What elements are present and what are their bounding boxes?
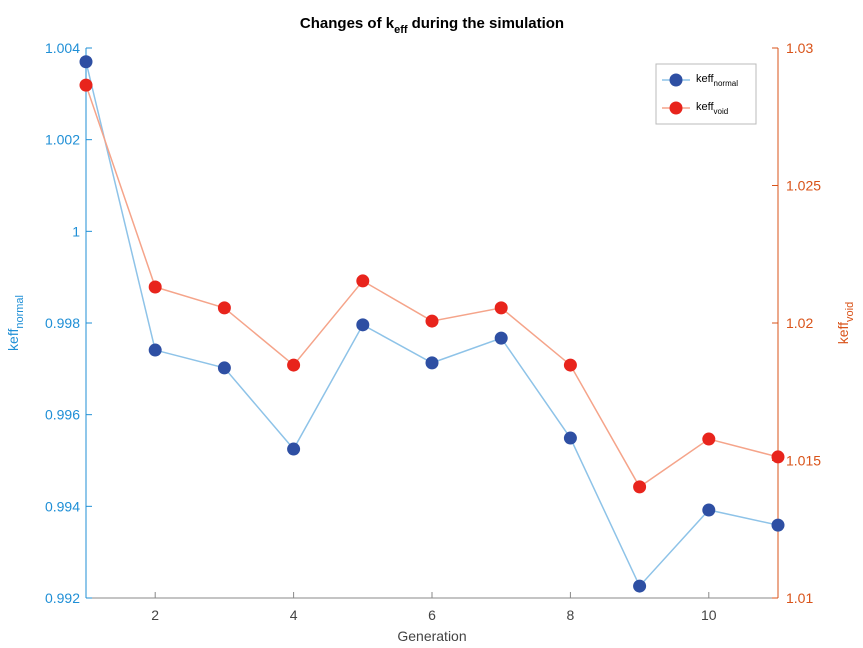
y-tick-label: 0.992 bbox=[45, 590, 80, 606]
data-point bbox=[356, 318, 370, 332]
legend-entry: keffnormal bbox=[696, 73, 738, 88]
x-tick-label: 4 bbox=[290, 607, 298, 623]
data-point bbox=[771, 450, 785, 464]
x-axis-label: Generation bbox=[397, 628, 466, 644]
title-subscript: eff bbox=[394, 24, 408, 36]
data-point bbox=[702, 503, 716, 517]
x-tick-label: 6 bbox=[428, 607, 436, 623]
y2-tick-label: 1.015 bbox=[786, 453, 821, 469]
legend-marker bbox=[669, 73, 683, 87]
y2-label-text: keff bbox=[835, 322, 851, 344]
title-text: Changes of k bbox=[300, 15, 395, 32]
data-point bbox=[494, 331, 508, 345]
y-tick-label: 0.996 bbox=[45, 407, 80, 423]
y2-tick-label: 1.02 bbox=[786, 315, 813, 331]
data-point bbox=[356, 274, 370, 288]
data-point bbox=[217, 301, 231, 315]
legend-name: keff bbox=[696, 101, 714, 113]
y2-tick-label: 1.03 bbox=[786, 40, 813, 56]
y-tick-label: 1.004 bbox=[45, 40, 80, 56]
y-label-text: keff bbox=[5, 329, 21, 351]
legend-subscript: normal bbox=[714, 79, 739, 88]
data-point bbox=[771, 518, 785, 532]
data-point bbox=[425, 314, 439, 328]
data-point bbox=[79, 55, 93, 69]
data-point bbox=[148, 280, 162, 294]
y2-tick-label: 1.01 bbox=[786, 590, 813, 606]
y-tick-label: 1 bbox=[72, 223, 80, 239]
y-tick-label: 0.998 bbox=[45, 315, 80, 331]
data-point bbox=[494, 301, 508, 315]
data-point bbox=[563, 358, 577, 372]
x-tick-label: 10 bbox=[701, 607, 717, 623]
data-point bbox=[287, 442, 301, 456]
y-label-subscript: normal bbox=[14, 295, 26, 329]
legend-subscript: void bbox=[714, 107, 729, 116]
series-line bbox=[85, 84, 779, 488]
title-text: during the simulation bbox=[412, 15, 565, 32]
data-point bbox=[563, 431, 577, 445]
y2-label-subscript: void bbox=[844, 302, 856, 322]
data-point bbox=[633, 579, 647, 593]
data-point bbox=[79, 78, 93, 92]
y2-axis-label: keffvoid bbox=[835, 302, 856, 345]
x-tick-label: 2 bbox=[151, 607, 159, 623]
data-point bbox=[425, 356, 439, 370]
y-tick-label: 0.994 bbox=[45, 498, 80, 514]
y-tick-label: 1.002 bbox=[45, 132, 80, 148]
y-axis-label: keffnormal bbox=[5, 295, 26, 351]
legend-entry: keffvoid bbox=[696, 101, 728, 116]
data-point bbox=[633, 480, 647, 494]
data-point bbox=[217, 361, 231, 375]
y2-tick-label: 1.025 bbox=[786, 178, 821, 194]
data-point bbox=[287, 358, 301, 372]
x-tick-label: 8 bbox=[567, 607, 575, 623]
legend-name: keff bbox=[696, 73, 714, 85]
chart-title: Changes of keff during the simulation bbox=[300, 15, 564, 36]
legend-marker bbox=[669, 101, 683, 115]
data-point bbox=[148, 343, 162, 357]
data-point bbox=[702, 432, 716, 446]
legend-box bbox=[655, 63, 757, 125]
